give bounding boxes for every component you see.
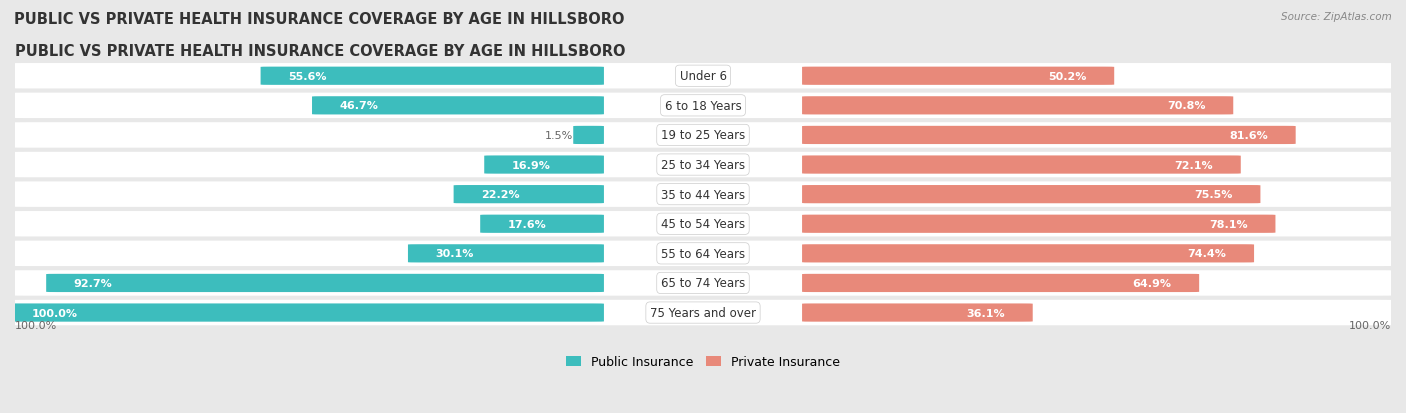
Text: Source: ZipAtlas.com: Source: ZipAtlas.com [1281, 12, 1392, 22]
FancyBboxPatch shape [801, 304, 1033, 322]
Legend: Public Insurance, Private Insurance: Public Insurance, Private Insurance [561, 350, 845, 373]
FancyBboxPatch shape [13, 271, 1393, 296]
Text: 81.6%: 81.6% [1229, 131, 1268, 140]
Text: 36.1%: 36.1% [966, 308, 1005, 318]
FancyBboxPatch shape [13, 300, 1393, 325]
Text: 6 to 18 Years: 6 to 18 Years [665, 100, 741, 113]
Text: 100.0%: 100.0% [31, 308, 77, 318]
Text: 92.7%: 92.7% [73, 278, 112, 288]
Text: 100.0%: 100.0% [1348, 320, 1391, 330]
Text: 1.5%: 1.5% [546, 131, 574, 140]
FancyBboxPatch shape [801, 67, 1114, 85]
Text: 70.8%: 70.8% [1167, 101, 1206, 111]
Text: 55.6%: 55.6% [288, 71, 326, 81]
FancyBboxPatch shape [13, 241, 1393, 266]
FancyBboxPatch shape [454, 185, 605, 204]
FancyBboxPatch shape [46, 274, 605, 292]
Text: 72.1%: 72.1% [1174, 160, 1213, 170]
FancyBboxPatch shape [4, 304, 605, 322]
Text: 74.4%: 74.4% [1188, 249, 1226, 259]
Text: 45 to 54 Years: 45 to 54 Years [661, 218, 745, 231]
FancyBboxPatch shape [13, 93, 1393, 119]
Text: 50.2%: 50.2% [1049, 71, 1087, 81]
FancyBboxPatch shape [801, 215, 1275, 233]
Text: 25 to 34 Years: 25 to 34 Years [661, 159, 745, 172]
FancyBboxPatch shape [481, 215, 605, 233]
FancyBboxPatch shape [801, 126, 1296, 145]
Text: 100.0%: 100.0% [15, 320, 58, 330]
FancyBboxPatch shape [801, 244, 1254, 263]
FancyBboxPatch shape [801, 156, 1240, 174]
Text: 22.2%: 22.2% [481, 190, 520, 199]
Text: 46.7%: 46.7% [339, 101, 378, 111]
Text: 75.5%: 75.5% [1195, 190, 1233, 199]
FancyBboxPatch shape [484, 156, 605, 174]
Text: 17.6%: 17.6% [508, 219, 547, 229]
Text: 30.1%: 30.1% [436, 249, 474, 259]
Text: PUBLIC VS PRIVATE HEALTH INSURANCE COVERAGE BY AGE IN HILLSBORO: PUBLIC VS PRIVATE HEALTH INSURANCE COVER… [14, 12, 624, 27]
Text: 16.9%: 16.9% [512, 160, 551, 170]
FancyBboxPatch shape [260, 67, 605, 85]
Text: 78.1%: 78.1% [1209, 219, 1249, 229]
FancyBboxPatch shape [13, 123, 1393, 148]
FancyBboxPatch shape [312, 97, 605, 115]
Text: 75 Years and over: 75 Years and over [650, 306, 756, 319]
FancyBboxPatch shape [13, 182, 1393, 207]
Text: PUBLIC VS PRIVATE HEALTH INSURANCE COVERAGE BY AGE IN HILLSBORO: PUBLIC VS PRIVATE HEALTH INSURANCE COVER… [15, 44, 626, 59]
FancyBboxPatch shape [13, 64, 1393, 89]
FancyBboxPatch shape [801, 274, 1199, 292]
FancyBboxPatch shape [13, 211, 1393, 237]
FancyBboxPatch shape [801, 97, 1233, 115]
FancyBboxPatch shape [408, 244, 605, 263]
Text: 65 to 74 Years: 65 to 74 Years [661, 277, 745, 290]
Text: 35 to 44 Years: 35 to 44 Years [661, 188, 745, 201]
FancyBboxPatch shape [801, 185, 1260, 204]
Text: Under 6: Under 6 [679, 70, 727, 83]
Text: 19 to 25 Years: 19 to 25 Years [661, 129, 745, 142]
FancyBboxPatch shape [574, 126, 605, 145]
Text: 55 to 64 Years: 55 to 64 Years [661, 247, 745, 260]
FancyBboxPatch shape [13, 152, 1393, 178]
Text: 64.9%: 64.9% [1133, 278, 1171, 288]
